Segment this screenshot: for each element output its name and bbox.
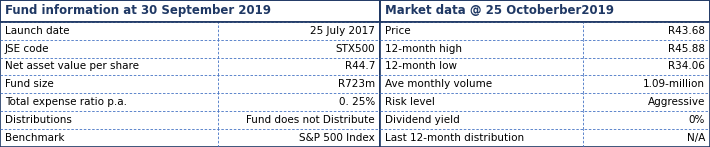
Bar	[380, 40, 710, 57]
Text: Benchmark: Benchmark	[5, 133, 65, 143]
Text: Ave monthly volume: Ave monthly volume	[385, 79, 492, 89]
Text: 12-month high: 12-month high	[385, 44, 462, 54]
Text: Risk level: Risk level	[385, 97, 435, 107]
Bar	[380, 75, 710, 93]
Text: R44.7: R44.7	[344, 61, 375, 71]
Text: Aggressive: Aggressive	[648, 97, 705, 107]
Bar	[380, 0, 710, 147]
Text: 0. 25%: 0. 25%	[339, 97, 375, 107]
Bar	[380, 111, 710, 129]
Text: Net asset value per share: Net asset value per share	[5, 61, 139, 71]
Text: Launch date: Launch date	[5, 26, 70, 36]
Text: Fund does not Distribute: Fund does not Distribute	[246, 115, 375, 125]
Text: N/A: N/A	[687, 133, 705, 143]
Text: Market data @ 25 Octoberber2019: Market data @ 25 Octoberber2019	[385, 4, 614, 17]
Text: STX500: STX500	[335, 44, 375, 54]
Text: R45.88: R45.88	[668, 44, 705, 54]
Text: R34.06: R34.06	[668, 61, 705, 71]
Text: 0%: 0%	[689, 115, 705, 125]
Bar	[380, 0, 710, 22]
Text: JSE code: JSE code	[5, 44, 50, 54]
Bar	[0, 111, 380, 129]
Text: 25 July 2017: 25 July 2017	[310, 26, 375, 36]
Text: Fund information at 30 September 2019: Fund information at 30 September 2019	[5, 4, 271, 17]
Bar	[0, 57, 380, 75]
Text: Price: Price	[385, 26, 410, 36]
Text: Dividend yield: Dividend yield	[385, 115, 459, 125]
Bar	[0, 0, 380, 147]
Text: R43.68: R43.68	[668, 26, 705, 36]
Bar	[380, 0, 710, 147]
Bar	[380, 129, 710, 147]
Text: Distributions: Distributions	[5, 115, 72, 125]
Text: Last 12-month distribution: Last 12-month distribution	[385, 133, 524, 143]
Text: Fund size: Fund size	[5, 79, 54, 89]
Bar	[0, 93, 380, 111]
Bar	[0, 40, 380, 57]
Text: 12-month low: 12-month low	[385, 61, 457, 71]
Text: S&P 500 Index: S&P 500 Index	[299, 133, 375, 143]
Bar	[0, 0, 380, 22]
Bar	[0, 75, 380, 93]
Text: 1.09-million: 1.09-million	[643, 79, 705, 89]
Bar	[380, 22, 710, 40]
Bar	[380, 57, 710, 75]
Bar	[0, 129, 380, 147]
Text: R723m: R723m	[338, 79, 375, 89]
Bar	[0, 22, 380, 40]
Bar	[380, 93, 710, 111]
Text: Total expense ratio p.a.: Total expense ratio p.a.	[5, 97, 127, 107]
Bar	[0, 0, 380, 147]
